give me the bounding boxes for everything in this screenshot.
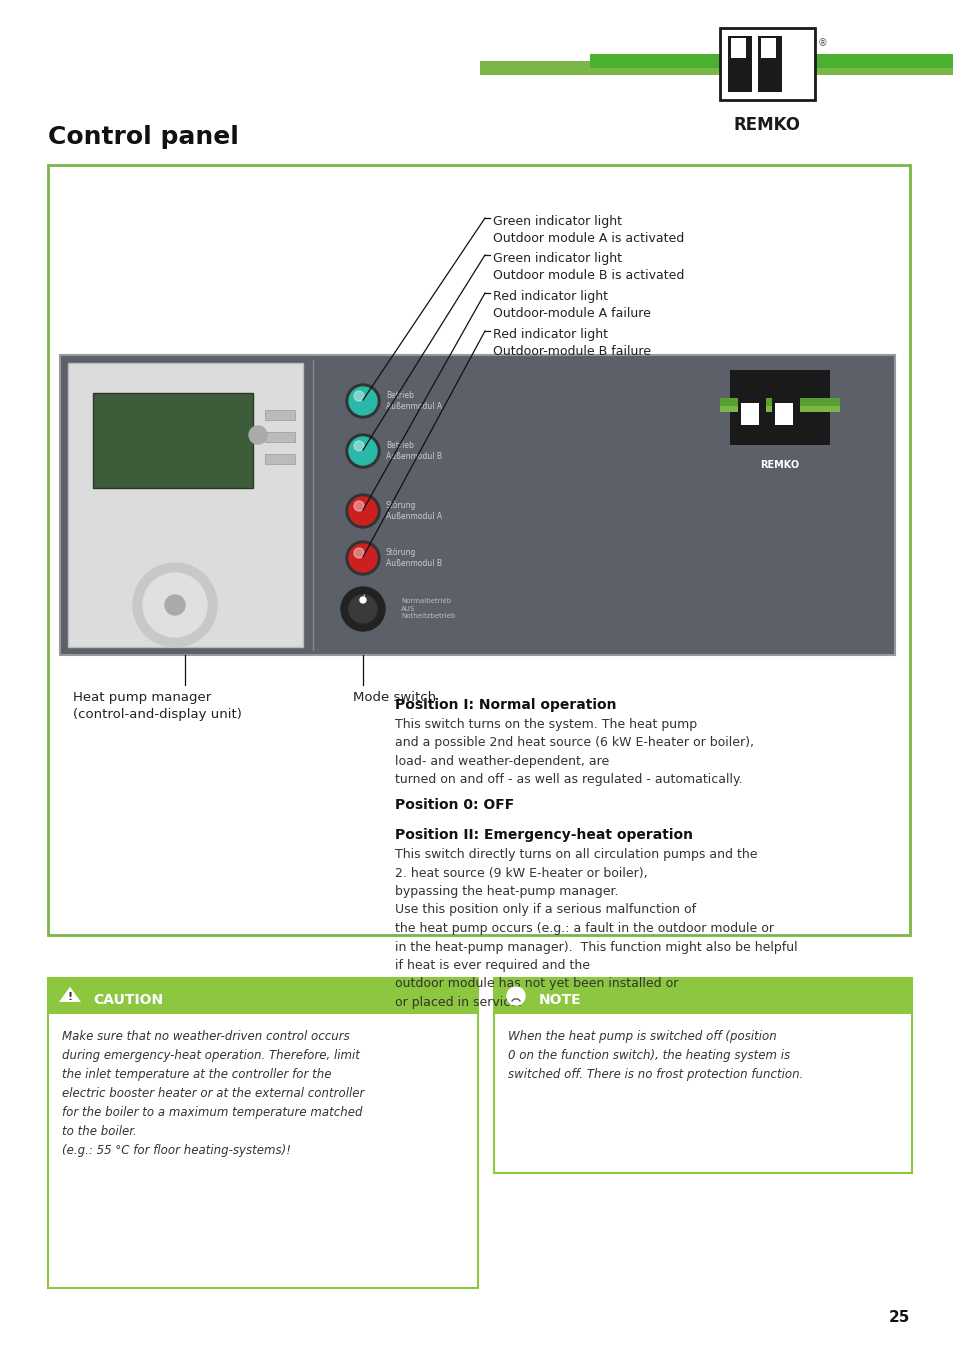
- FancyBboxPatch shape: [48, 165, 909, 936]
- Text: Störung
Außenmodul B: Störung Außenmodul B: [386, 548, 441, 568]
- Text: REMKO: REMKO: [733, 116, 800, 134]
- Circle shape: [346, 541, 379, 575]
- FancyBboxPatch shape: [760, 38, 775, 58]
- Text: |: |: [361, 594, 364, 602]
- FancyBboxPatch shape: [720, 28, 814, 100]
- Circle shape: [354, 441, 364, 451]
- Circle shape: [354, 501, 364, 512]
- Circle shape: [359, 597, 366, 603]
- FancyBboxPatch shape: [589, 54, 953, 68]
- Text: This switch turns on the system. The heat pump
and a possible 2nd heat source (6: This switch turns on the system. The hea…: [395, 718, 753, 787]
- Text: NOTE: NOTE: [538, 994, 581, 1007]
- Text: Normalbetrieb
AUS
Notheitzbetrieb: Normalbetrieb AUS Notheitzbetrieb: [400, 598, 455, 620]
- Text: Heat pump manager
(control-and-display unit): Heat pump manager (control-and-display u…: [73, 691, 242, 721]
- Circle shape: [349, 497, 376, 525]
- FancyBboxPatch shape: [729, 370, 829, 446]
- FancyBboxPatch shape: [479, 61, 953, 76]
- FancyBboxPatch shape: [730, 38, 745, 58]
- Circle shape: [346, 383, 379, 418]
- FancyBboxPatch shape: [265, 454, 294, 464]
- Text: Betrieb
Außenmodul A: Betrieb Außenmodul A: [386, 392, 441, 410]
- Circle shape: [506, 987, 524, 1004]
- Text: CAUTION: CAUTION: [92, 994, 163, 1007]
- Circle shape: [249, 427, 267, 444]
- FancyBboxPatch shape: [494, 977, 911, 1014]
- Circle shape: [346, 494, 379, 528]
- Circle shape: [349, 595, 376, 622]
- Text: Störung
Außenmodul A: Störung Außenmodul A: [386, 501, 441, 521]
- FancyBboxPatch shape: [60, 355, 894, 655]
- Circle shape: [143, 572, 207, 637]
- Text: Position I: Normal operation: Position I: Normal operation: [395, 698, 616, 711]
- Text: Control panel: Control panel: [48, 126, 238, 148]
- Text: This switch directly turns on all circulation pumps and the
2. heat source (9 kW: This switch directly turns on all circul…: [395, 848, 797, 1008]
- FancyBboxPatch shape: [774, 404, 792, 425]
- FancyBboxPatch shape: [740, 404, 759, 425]
- Circle shape: [340, 587, 385, 630]
- Text: Mode switch: Mode switch: [353, 691, 436, 703]
- Text: !: !: [68, 992, 72, 1002]
- FancyBboxPatch shape: [771, 387, 800, 441]
- FancyBboxPatch shape: [720, 398, 840, 406]
- Circle shape: [349, 387, 376, 414]
- Polygon shape: [57, 986, 83, 1003]
- Circle shape: [354, 548, 364, 558]
- FancyBboxPatch shape: [265, 432, 294, 441]
- Text: Red indicator light
Outdoor-module B failure: Red indicator light Outdoor-module B fai…: [493, 328, 650, 358]
- Circle shape: [354, 392, 364, 401]
- FancyBboxPatch shape: [68, 363, 303, 647]
- Text: Red indicator light
Outdoor-module A failure: Red indicator light Outdoor-module A fai…: [493, 290, 650, 320]
- Circle shape: [349, 437, 376, 464]
- Circle shape: [165, 595, 185, 616]
- FancyBboxPatch shape: [494, 977, 911, 1173]
- Circle shape: [349, 544, 376, 572]
- FancyBboxPatch shape: [727, 36, 751, 92]
- FancyBboxPatch shape: [738, 387, 765, 441]
- FancyBboxPatch shape: [48, 977, 477, 1288]
- Text: Make sure that no weather-driven control occurs
during emergency-heat operation.: Make sure that no weather-driven control…: [62, 1030, 364, 1157]
- Text: When the heat pump is switched off (position
0 on the function switch), the heat: When the heat pump is switched off (posi…: [507, 1030, 802, 1081]
- Text: Position 0: OFF: Position 0: OFF: [395, 798, 514, 811]
- FancyBboxPatch shape: [92, 393, 253, 487]
- FancyBboxPatch shape: [511, 1002, 520, 1004]
- FancyBboxPatch shape: [720, 398, 840, 412]
- Text: REMKO: REMKO: [760, 460, 799, 470]
- Text: Position II: Emergency-heat operation: Position II: Emergency-heat operation: [395, 828, 692, 842]
- Circle shape: [132, 563, 216, 647]
- Circle shape: [346, 433, 379, 468]
- Text: ®: ®: [817, 38, 827, 49]
- Text: Green indicator light
Outdoor module B is activated: Green indicator light Outdoor module B i…: [493, 252, 683, 282]
- FancyBboxPatch shape: [758, 36, 781, 92]
- Text: Betrieb
Außenmodul B: Betrieb Außenmodul B: [386, 441, 441, 462]
- Text: 25: 25: [887, 1310, 909, 1324]
- Text: Green indicator light
Outdoor module A is activated: Green indicator light Outdoor module A i…: [493, 215, 683, 244]
- FancyBboxPatch shape: [265, 410, 294, 420]
- FancyBboxPatch shape: [48, 977, 477, 1014]
